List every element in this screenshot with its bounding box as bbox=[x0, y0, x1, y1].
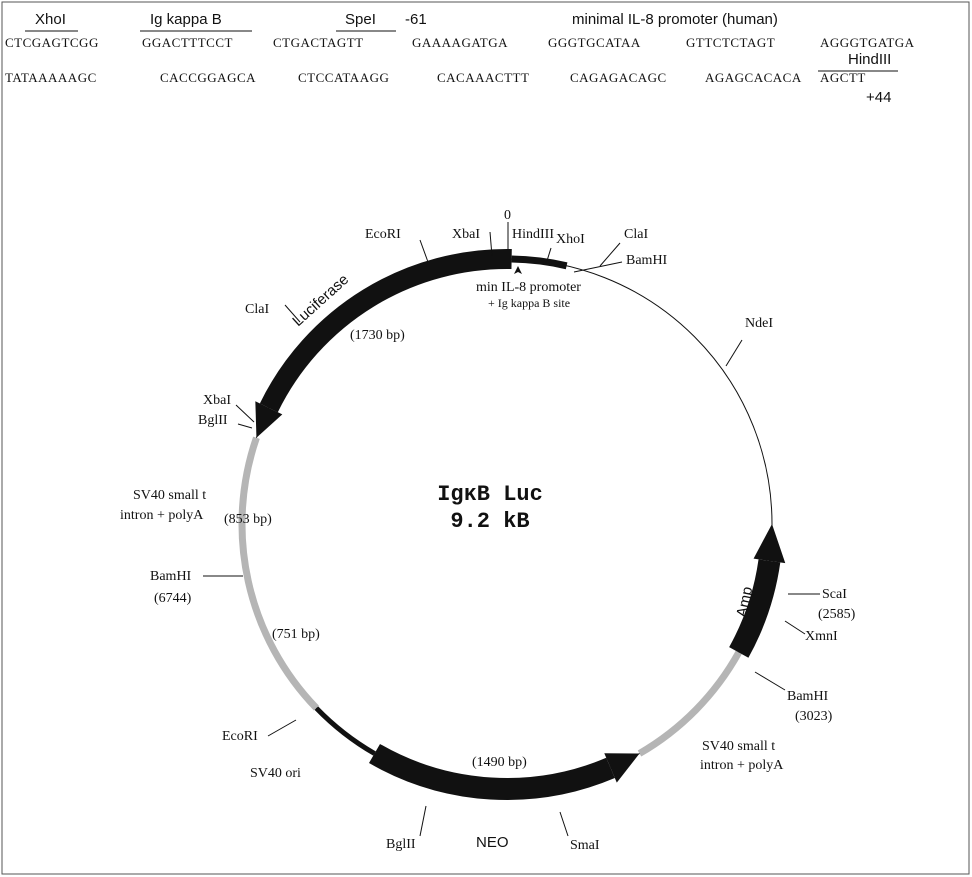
length-label: (853 bp) bbox=[224, 512, 272, 527]
tick bbox=[284, 304, 301, 323]
sequence-group: CTCCATAAGG bbox=[298, 70, 389, 85]
tick bbox=[419, 805, 427, 837]
site-label: XhoI bbox=[35, 11, 66, 28]
tick bbox=[489, 231, 493, 257]
map-labels: IgκB Luc 9.2 kB 0 HindIII XbaI EcoRI Xho… bbox=[120, 208, 856, 853]
site-label: BglII bbox=[386, 837, 416, 852]
length-label: (751 bp) bbox=[272, 627, 320, 642]
region-label: intron + polyA bbox=[700, 758, 784, 773]
site-label: HindIII bbox=[512, 227, 554, 242]
site-label: XhoI bbox=[556, 232, 585, 247]
sequence-group: CTCGAGTCGG bbox=[5, 35, 99, 50]
site-label: ClaI bbox=[624, 227, 648, 242]
sequence-panel: XhoI Ig kappa B SpeI -61 minimal IL-8 pr… bbox=[25, 11, 898, 106]
sequence-line: TATAAAAAGC CACCGGAGCA CTCCATAAGG CACAAACTTT… bbox=[5, 70, 866, 85]
tick bbox=[267, 719, 297, 737]
site-label: (2585) bbox=[818, 607, 856, 622]
sv40-segment bbox=[637, 650, 742, 757]
site-label: BamHI bbox=[150, 569, 192, 584]
tick bbox=[725, 339, 743, 367]
promoter-marker bbox=[514, 266, 522, 274]
region-label: SV40 ori bbox=[250, 766, 301, 781]
plasmid-size: 9.2 kB bbox=[450, 509, 529, 534]
site-label: SmaI bbox=[570, 838, 600, 853]
region-label: SV40 small t bbox=[702, 739, 775, 754]
site-label: BamHI bbox=[787, 689, 829, 704]
position-label: +44 bbox=[866, 89, 891, 106]
site-label: XbaI bbox=[203, 393, 231, 408]
site-label: EcoRI bbox=[365, 227, 401, 242]
sequence-line: CTCGAGTCGG GGACTTTCCT CTGACTAGTT GAAAAGATGA… bbox=[5, 35, 915, 50]
neo-segment bbox=[369, 743, 615, 800]
sequence-group: GGACTTTCCT bbox=[142, 35, 233, 50]
site-label: BglII bbox=[198, 413, 228, 428]
tick bbox=[754, 671, 786, 691]
region-label: intron + polyA bbox=[120, 508, 204, 523]
sequence-group: AGAGCACACA bbox=[705, 70, 802, 85]
sequence-group: TATAAAAAGC bbox=[5, 70, 97, 85]
luciferase-arrow bbox=[255, 401, 283, 438]
neo-arrow bbox=[604, 753, 640, 783]
tick bbox=[784, 620, 806, 635]
site-label: (6744) bbox=[154, 591, 192, 606]
sequence-group: GGGTGCATAA bbox=[548, 35, 641, 50]
luciferase-segment bbox=[259, 249, 512, 413]
site-label: SpeI bbox=[345, 11, 376, 28]
gene-label: Amp bbox=[733, 585, 756, 619]
site-label: HindIII bbox=[848, 51, 891, 68]
site-label: XbaI bbox=[452, 227, 480, 242]
sequence-group: GTTCTCTAGT bbox=[686, 35, 775, 50]
sequence-group: CACAAACTTT bbox=[437, 70, 529, 85]
tick bbox=[599, 242, 621, 267]
sequence-group: AGCTT bbox=[820, 70, 866, 85]
site-label: ClaI bbox=[245, 302, 269, 317]
region-label: + Ig kappa B site bbox=[488, 296, 570, 310]
length-label: (1730 bp) bbox=[350, 328, 405, 343]
site-label: XmnI bbox=[805, 629, 838, 644]
tick bbox=[419, 239, 429, 263]
sequence-group: CAGAGACAGC bbox=[570, 70, 667, 85]
site-label: ScaI bbox=[822, 587, 847, 602]
sequence-group: CACCGGAGCA bbox=[160, 70, 256, 85]
region-label: min IL-8 promoter bbox=[476, 280, 581, 295]
amp-arrow bbox=[753, 524, 786, 564]
sequence-group: AGGGTGATGA bbox=[820, 35, 915, 50]
tick bbox=[573, 261, 623, 273]
site-label: BamHI bbox=[626, 253, 668, 268]
site-label: EcoRI bbox=[222, 729, 258, 744]
tick bbox=[545, 247, 552, 265]
position-label: -61 bbox=[405, 11, 427, 28]
site-label: Ig kappa B bbox=[150, 11, 222, 28]
region-label: SV40 small t bbox=[133, 488, 206, 503]
sv40-ori-segment bbox=[314, 706, 376, 756]
plasmid-map bbox=[238, 249, 786, 800]
site-label: NdeI bbox=[745, 316, 773, 331]
promoter-segment bbox=[511, 255, 568, 270]
amp-segment bbox=[729, 559, 781, 658]
tick bbox=[237, 423, 253, 429]
tick bbox=[559, 811, 569, 837]
site-label: 0 bbox=[504, 208, 511, 223]
sequence-group: GAAAAGATGA bbox=[412, 35, 508, 50]
gene-label: NEO bbox=[476, 834, 509, 851]
sv40-segment bbox=[238, 436, 319, 711]
region-label: minimal IL-8 promoter (human) bbox=[572, 11, 778, 28]
plasmid-name: IgκB Luc bbox=[437, 482, 543, 507]
tick bbox=[235, 404, 255, 423]
site-label: (3023) bbox=[795, 709, 833, 724]
length-label: (1490 bp) bbox=[472, 755, 527, 770]
sequence-group: CTGACTAGTT bbox=[273, 35, 364, 50]
